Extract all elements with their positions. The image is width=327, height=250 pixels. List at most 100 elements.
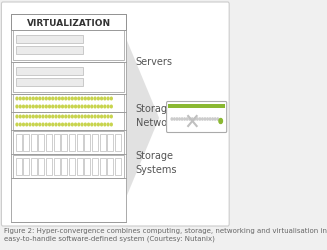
Circle shape [45, 115, 47, 118]
Circle shape [39, 115, 41, 118]
Bar [16, 134, 22, 151]
Circle shape [111, 123, 112, 126]
Circle shape [192, 118, 193, 120]
Circle shape [202, 118, 203, 120]
Circle shape [78, 115, 80, 118]
Bar [39, 134, 44, 151]
Circle shape [19, 105, 21, 108]
Circle shape [29, 105, 31, 108]
Circle shape [107, 97, 109, 100]
Circle shape [88, 97, 90, 100]
Circle shape [32, 115, 34, 118]
Circle shape [26, 97, 28, 100]
Circle shape [39, 97, 41, 100]
Bar [13, 112, 125, 130]
Circle shape [52, 123, 54, 126]
Bar [61, 158, 67, 175]
Bar [23, 134, 29, 151]
Circle shape [104, 105, 106, 108]
Circle shape [49, 123, 50, 126]
Circle shape [71, 97, 73, 100]
Circle shape [212, 118, 214, 120]
Circle shape [23, 115, 25, 118]
Bar [11, 14, 126, 30]
Bar [16, 46, 83, 54]
Bar [84, 158, 90, 175]
Circle shape [65, 115, 67, 118]
Circle shape [104, 123, 106, 126]
Circle shape [179, 118, 180, 120]
Circle shape [71, 115, 73, 118]
Bar [13, 30, 125, 60]
Circle shape [111, 105, 112, 108]
Circle shape [81, 123, 83, 126]
Text: Figure 2: Hyper-convergence combines computing, storage, networking and virtuali: Figure 2: Hyper-convergence combines com… [4, 228, 327, 241]
Text: VIRTUALIZATION: VIRTUALIZATION [26, 18, 111, 28]
Circle shape [97, 123, 99, 126]
Circle shape [23, 97, 25, 100]
Circle shape [101, 115, 102, 118]
Bar [107, 158, 113, 175]
Circle shape [91, 115, 93, 118]
Circle shape [91, 97, 93, 100]
Bar [31, 134, 37, 151]
Circle shape [219, 118, 222, 124]
Circle shape [52, 97, 54, 100]
Circle shape [71, 123, 73, 126]
Circle shape [107, 105, 109, 108]
Circle shape [19, 115, 21, 118]
Circle shape [75, 115, 77, 118]
Circle shape [204, 118, 206, 120]
Bar [16, 78, 83, 86]
Circle shape [39, 123, 41, 126]
Circle shape [36, 105, 37, 108]
Circle shape [68, 97, 70, 100]
Bar [115, 158, 121, 175]
Circle shape [42, 115, 44, 118]
Circle shape [104, 97, 106, 100]
Circle shape [68, 115, 70, 118]
Circle shape [111, 115, 112, 118]
Bar [107, 134, 113, 151]
Circle shape [58, 123, 60, 126]
Bar [16, 67, 83, 75]
Circle shape [215, 118, 216, 120]
Circle shape [94, 115, 96, 118]
Circle shape [45, 97, 47, 100]
Circle shape [26, 123, 28, 126]
Circle shape [39, 105, 41, 108]
Circle shape [104, 115, 106, 118]
Circle shape [65, 123, 67, 126]
Bar [69, 134, 75, 151]
Circle shape [32, 105, 34, 108]
Circle shape [42, 97, 44, 100]
Bar [46, 134, 52, 151]
Bar [16, 158, 22, 175]
Circle shape [45, 123, 47, 126]
Circle shape [101, 97, 102, 100]
Circle shape [68, 123, 70, 126]
Circle shape [91, 123, 93, 126]
Circle shape [84, 105, 86, 108]
Circle shape [65, 105, 67, 108]
Circle shape [58, 105, 60, 108]
Circle shape [16, 97, 18, 100]
Bar [115, 134, 121, 151]
Text: Servers: Servers [136, 57, 173, 67]
Circle shape [75, 123, 77, 126]
Bar [54, 134, 60, 151]
Circle shape [71, 105, 73, 108]
Circle shape [16, 123, 18, 126]
Circle shape [184, 118, 185, 120]
Bar [13, 155, 125, 178]
Circle shape [94, 105, 96, 108]
Circle shape [217, 118, 218, 120]
Circle shape [88, 123, 90, 126]
Circle shape [107, 115, 109, 118]
Bar [61, 134, 67, 151]
Circle shape [23, 105, 25, 108]
Circle shape [29, 97, 31, 100]
Circle shape [49, 97, 50, 100]
Circle shape [55, 97, 57, 100]
Circle shape [111, 97, 112, 100]
